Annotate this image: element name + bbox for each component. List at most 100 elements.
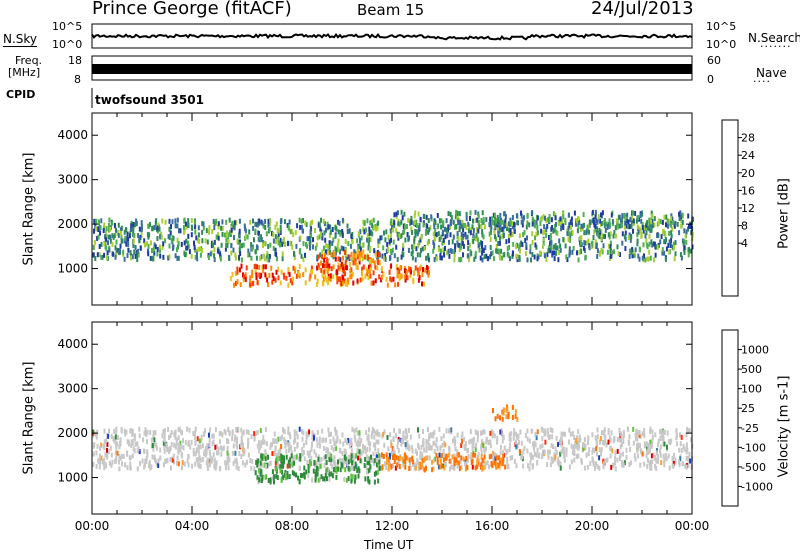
echo-cell [445,428,448,434]
echo-cell [415,229,418,235]
echo-cell [443,465,446,471]
echo-cell [255,255,258,261]
echo-cell [595,242,598,248]
echo-cell [433,242,436,248]
echo-cell [560,431,563,437]
echo-cell [453,252,456,258]
echo-cell [95,434,98,440]
echo-cell [678,215,681,221]
echo-cell [636,436,639,442]
echo-cell [114,254,117,260]
echo-cell [480,450,483,456]
echo-cell [173,442,176,448]
echo-cell [346,277,349,283]
echo-cell [499,212,502,218]
echo-cell [522,232,525,238]
echo-cell [529,452,532,458]
echo-cell [103,457,106,463]
echo-cell [500,444,502,450]
echo-cell [499,415,501,421]
echo-cell [339,276,341,282]
echo-cell [492,219,494,225]
echo-cell [177,449,180,455]
echo-cell [278,449,281,455]
echo-cell [688,451,691,457]
echo-cell [133,436,136,442]
echo-cell [309,237,312,243]
echo-cell [381,253,384,259]
echo-cell [217,450,220,456]
echo-cell [344,238,347,244]
echo-cell [331,464,334,470]
echo-cell [621,451,624,457]
echo-cell [252,280,255,286]
echo-cell [132,243,135,249]
echo-cell [461,431,464,437]
echo-cell [238,245,241,251]
echo-cell [187,243,190,249]
echo-cell [227,439,230,445]
echo-cell [418,275,421,281]
echo-cell [634,247,637,253]
echo-cell [290,461,293,467]
echo-cell [454,446,457,452]
echo-cell [324,253,326,258]
echo-cell [473,256,476,262]
echo-cell [268,272,271,278]
echo-cell [559,451,562,457]
echo-cell [344,456,347,462]
echo-cell [105,463,108,469]
echo-cell [502,450,505,456]
echo-cell [251,273,254,279]
echo-cell [297,475,299,481]
echo-cell [326,221,329,227]
echo-cell [440,218,443,224]
echo-cell [187,454,190,460]
echo-cell [469,429,472,435]
echo-cell [421,452,424,458]
echo-cell [226,445,229,451]
echo-cell [678,459,680,465]
echo-cell [324,237,327,243]
echo-cell [282,236,285,242]
echo-cell [397,448,400,454]
echo-cell [678,447,681,453]
echo-cell [588,447,591,453]
echo-cell [121,461,123,467]
echo-cell [494,456,497,462]
echo-cell [311,435,314,441]
echo-cell [645,230,648,236]
echo-cell [526,448,529,454]
echo-cell [376,265,379,271]
echo-cell [657,458,660,464]
echo-cell [329,461,332,467]
echo-cell [640,218,643,224]
echo-cell [469,216,471,221]
echo-cell [108,227,110,233]
echo-cell [390,263,393,269]
echo-cell [236,269,239,275]
echo-cell [394,282,397,288]
echo-cell [419,266,422,272]
echo-cell [484,245,487,251]
echo-cell [554,243,557,249]
echo-cell [453,441,456,446]
echo-cell [438,218,441,224]
echo-cell [414,448,417,454]
echo-cell [405,269,408,275]
echo-cell [165,442,168,448]
echo-cell [151,454,154,460]
echo-cell [447,224,450,230]
echo-cell [359,277,362,283]
echo-cell [163,437,166,443]
echo-cell [149,430,152,436]
echo-cell [280,444,283,450]
echo-cell [555,221,557,227]
echo-cell [598,250,601,256]
echo-cell [426,264,428,270]
echo-cell [548,218,551,224]
echo-cell [243,223,246,229]
echo-cell [231,450,234,456]
echo-cell [456,432,459,438]
